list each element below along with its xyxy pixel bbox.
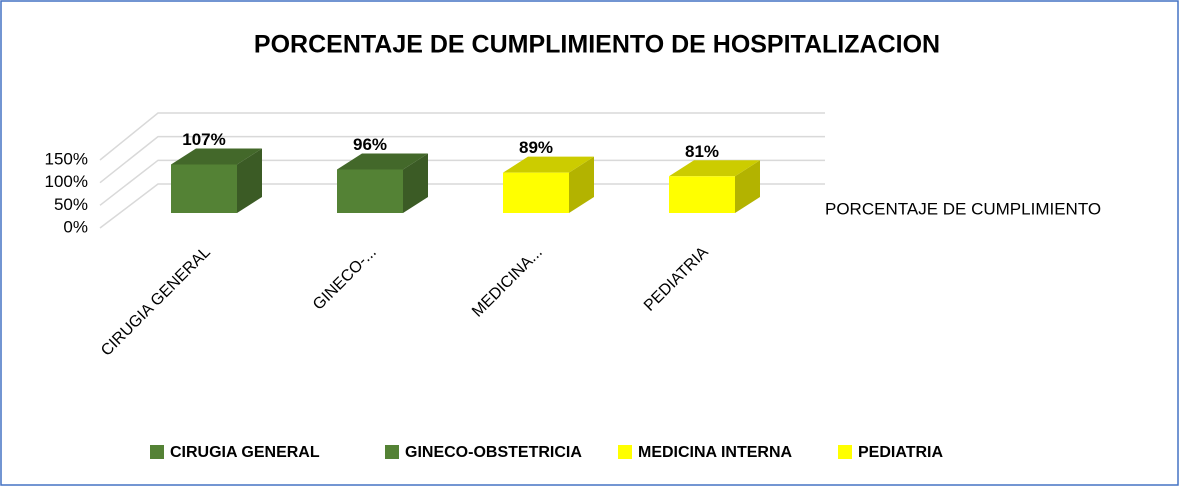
- legend-label: MEDICINA INTERNA: [638, 444, 793, 461]
- legend-label: CIRUGIA GENERAL: [170, 444, 320, 461]
- data-label: 89%: [519, 138, 553, 157]
- grid-line: [99, 112, 825, 161]
- grid-line: [99, 135, 825, 184]
- bar: [337, 169, 403, 213]
- y-tick-label: 150%: [45, 149, 88, 168]
- bar-top: [337, 153, 428, 170]
- bar-side: [237, 148, 262, 213]
- bar-top: [503, 156, 594, 173]
- legend-label: GINECO-OBSTETRICIA: [405, 444, 582, 461]
- y-tick-label: 100%: [45, 172, 88, 191]
- bar: [669, 176, 735, 213]
- data-label: 107%: [182, 130, 225, 149]
- legend-swatch: [150, 445, 164, 459]
- data-label: 96%: [353, 135, 387, 154]
- bar-side: [735, 160, 760, 213]
- grid-line: [99, 183, 825, 229]
- bar-top: [171, 148, 262, 165]
- y-tick-label: 0%: [63, 217, 88, 236]
- bar-side: [403, 153, 428, 213]
- series-label: PORCENTAJE DE CUMPLIMIENTO: [825, 199, 1101, 218]
- legend-swatch: [838, 445, 852, 459]
- legend-swatch: [385, 445, 399, 459]
- bar: [503, 172, 569, 213]
- y-tick-label: 50%: [54, 195, 88, 214]
- data-label: 81%: [685, 142, 719, 161]
- legend-swatch: [618, 445, 632, 459]
- bar: [171, 164, 237, 213]
- legend-label: PEDIATRIA: [858, 444, 943, 461]
- bar-top: [669, 160, 760, 177]
- chart-title: PORCENTAJE DE CUMPLIMIENTO DE HOSPITALIZ…: [254, 31, 940, 59]
- grid-line: [99, 159, 825, 206]
- bar-side: [569, 156, 594, 213]
